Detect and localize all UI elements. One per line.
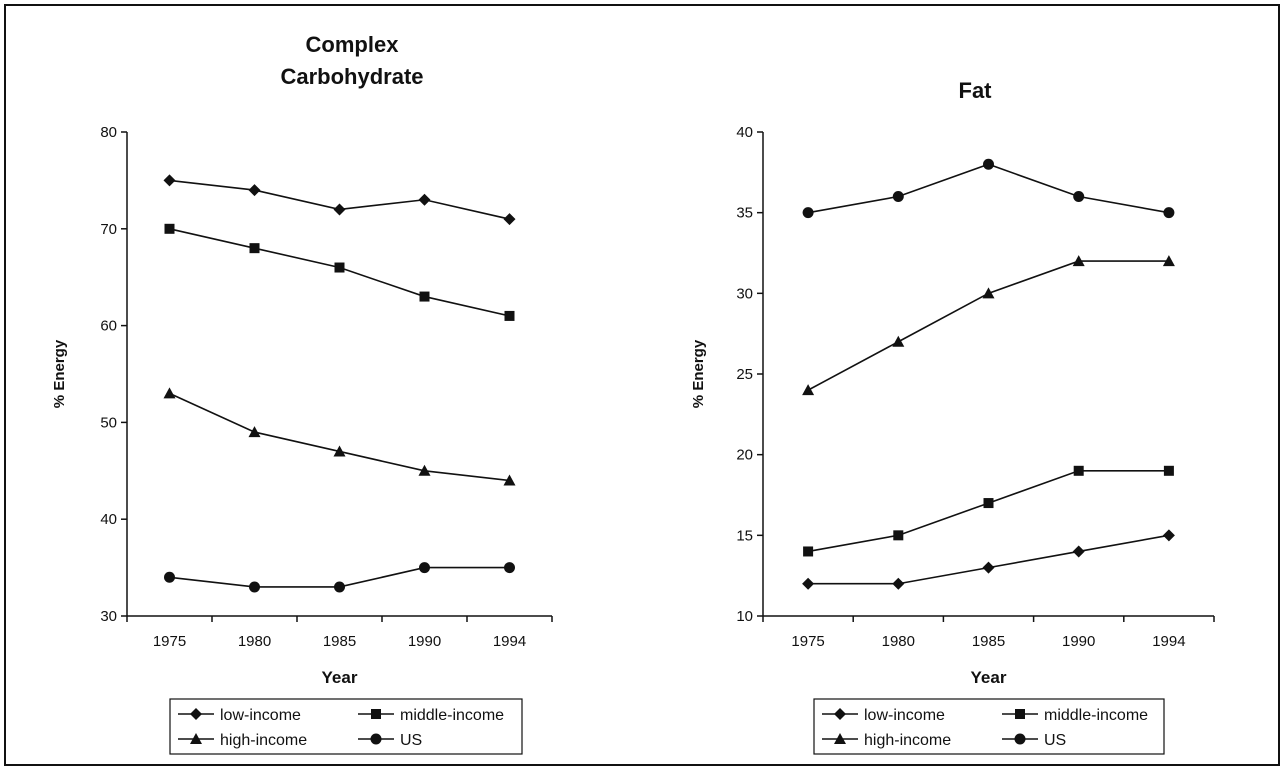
chart-2-point-middle-income: [803, 546, 814, 557]
chart-1-point-high-income: [248, 426, 261, 438]
chart-2: Fat 10 15 20 25 30 35 40 1975 1980 1985 1990 1994 Yea…: [690, 78, 1215, 755]
chart-1: Complex Carbohydrate 30 40 50 60 70 80 1975 1980 1…: [51, 32, 553, 755]
chart-1-y-tick-label: 40: [100, 511, 117, 528]
chart-2-y-axis-label: % Energy: [690, 339, 707, 408]
chart-2-series-line-high-income: [807, 260, 1169, 391]
chart-1-point-middle-income: [249, 243, 260, 254]
chart-2-y-tick-label: 40: [736, 124, 753, 141]
chart-1-y-tick-label: 50: [100, 414, 117, 431]
chart-2-series-line-US: [807, 163, 1170, 214]
chart-1-legend-label: US: [400, 732, 422, 749]
chart-2-point-low-income: [1162, 529, 1175, 542]
chart-1-legend-swatch-marker: [190, 733, 202, 744]
chart-2-y-tick-label: 20: [736, 447, 753, 464]
chart-2-legend-swatch-marker: [1015, 709, 1025, 719]
chart-2-x-axis-label: Year: [971, 668, 1007, 687]
chart-2-legend-box: [813, 698, 1165, 755]
chart-2-point-high-income: [1072, 255, 1085, 267]
chart-2-legend-label: high-income: [864, 732, 951, 749]
chart-2-legend-swatch-marker: [834, 708, 846, 720]
chart-2-point-high-income: [802, 384, 815, 396]
chart-1-legend-label: low-income: [220, 707, 301, 724]
chart-2-y-tick-label: 35: [736, 205, 753, 222]
chart-2-point-middle-income: [1073, 465, 1084, 476]
chart-2-point-high-income: [1162, 255, 1175, 267]
chart-1-title-line: Carbohydrate: [280, 64, 423, 89]
chart-1-x-tick-label: 1994: [493, 633, 526, 650]
chart-2-point-low-income: [982, 561, 995, 574]
chart-2-point-US: [983, 158, 994, 170]
chart-1-y-axis-label: % Energy: [51, 339, 68, 408]
chart-1-legend-swatch-marker: [190, 708, 202, 720]
chart-1-point-US: [249, 581, 260, 593]
chart-1-point-low-income: [503, 213, 516, 226]
chart-1-x-tick-label: 1975: [153, 633, 186, 650]
chart-1-x-axis-label: Year: [322, 668, 358, 687]
chart-2-point-US: [892, 191, 904, 203]
chart-2-point-high-income: [892, 335, 905, 347]
chart-1-legend-swatch-marker: [371, 709, 381, 719]
chart-2-x-tick-label: 1975: [791, 633, 824, 650]
chart-2-point-high-income: [982, 287, 995, 299]
figure-frame: [4, 4, 1280, 766]
chart-1-point-US: [419, 562, 430, 574]
chart-1-point-middle-income: [504, 310, 515, 321]
chart-1-point-middle-income: [164, 223, 175, 234]
chart-2-legend-label: low-income: [864, 707, 945, 724]
chart-2-point-US: [1163, 207, 1175, 219]
chart-2-legend-label: middle-income: [1044, 707, 1148, 724]
chart-1-y-tick-label: 30: [100, 608, 117, 625]
chart-1-point-high-income: [163, 387, 176, 399]
chart-1-x-tick-label: 1985: [323, 633, 356, 650]
chart-1-x-tick-label: 1990: [408, 633, 441, 650]
chart-2-title-line: Fat: [959, 78, 993, 103]
chart-2-point-middle-income: [1163, 465, 1174, 476]
chart-2-point-middle-income: [893, 530, 904, 541]
chart-2-point-low-income: [802, 577, 815, 590]
chart-1-series-line-high-income: [169, 392, 510, 482]
chart-1-y-tick-label: 70: [100, 221, 117, 238]
chart-2-series-line-middle-income: [807, 469, 1169, 553]
chart-1-point-high-income: [418, 464, 431, 476]
chart-2-y-tick-label: 30: [736, 285, 753, 302]
chart-1-legend-label: high-income: [220, 732, 307, 749]
chart-2-x-tick-label: 1990: [1062, 633, 1095, 650]
chart-1-x-tick-label: 1980: [238, 633, 271, 650]
chart-2-point-middle-income: [983, 498, 994, 509]
chart-2-point-US: [802, 207, 814, 219]
chart-1-point-middle-income: [334, 262, 345, 273]
chart-1-legend-label: middle-income: [400, 707, 504, 724]
chart-2-x-tick-label: 1980: [882, 633, 915, 650]
chart-1-point-low-income: [418, 193, 431, 206]
chart-1-y-tick-label: 60: [100, 318, 117, 335]
chart-2-x-tick-label: 1985: [972, 633, 1005, 650]
chart-1-point-high-income: [503, 474, 516, 486]
chart-2-legend-swatch-marker: [1014, 733, 1026, 745]
chart-2-point-low-income: [892, 577, 905, 590]
chart-1-point-high-income: [333, 445, 346, 457]
chart-1-legend-swatch-marker: [370, 733, 382, 745]
chart-2-legend-label: US: [1044, 732, 1066, 749]
chart-1-point-US: [504, 562, 515, 574]
chart-1-y-tick-label: 80: [100, 124, 117, 141]
chart-2-y-tick-label: 15: [736, 527, 753, 544]
chart-1-point-US: [334, 581, 345, 593]
chart-2-legend-swatch-marker: [834, 733, 846, 744]
chart-2-x-tick-label: 1994: [1152, 633, 1185, 650]
chart-1-legend-box: [169, 698, 523, 755]
chart-1-point-middle-income: [419, 291, 430, 302]
chart-1-point-US: [164, 571, 175, 583]
chart-1-title-line: Complex: [306, 32, 400, 57]
chart-1-point-low-income: [163, 174, 176, 187]
chart-1-point-low-income: [248, 184, 261, 197]
chart-1-point-low-income: [333, 203, 346, 216]
chart-2-y-tick-label: 10: [736, 608, 753, 625]
chart-2-point-low-income: [1072, 545, 1085, 558]
chart-2-y-tick-label: 25: [736, 366, 753, 383]
chart-2-point-US: [1073, 191, 1085, 203]
